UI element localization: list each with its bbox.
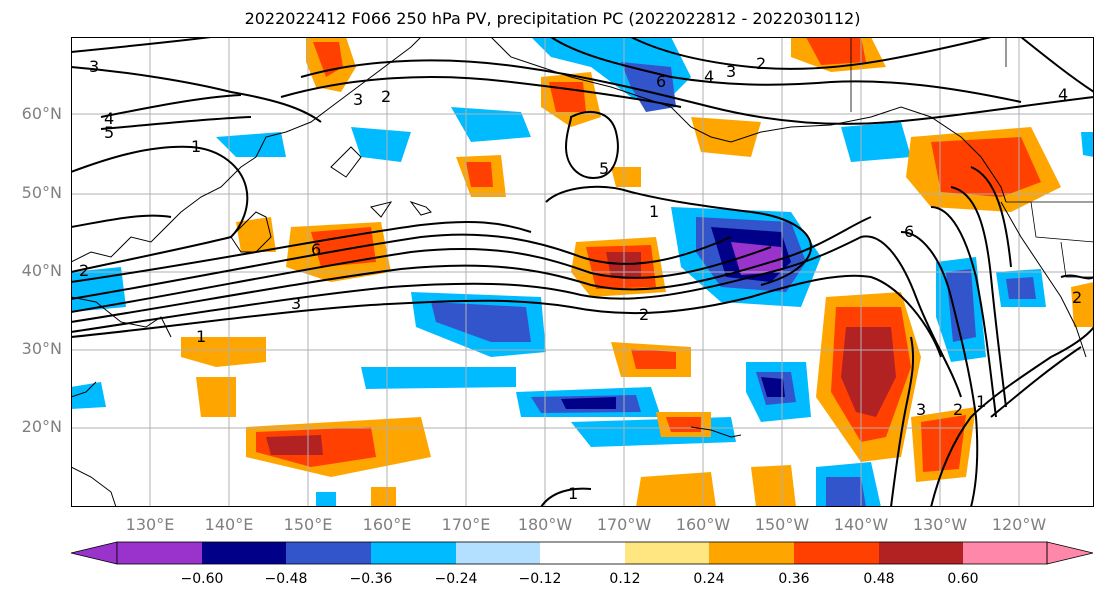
contour-label: 1	[649, 202, 659, 221]
contour-label: 5	[104, 123, 114, 142]
colorbar-tick: 0.36	[778, 571, 810, 587]
lon-label: 120°W	[991, 515, 1047, 534]
contour-label: 6	[656, 72, 666, 91]
contour-label: 1	[191, 137, 201, 156]
contour-label: 3	[916, 400, 926, 419]
lon-label: 160°W	[675, 515, 731, 534]
lon-label: 170°W	[596, 515, 652, 534]
coastlines	[71, 37, 1087, 507]
pv-contours	[71, 37, 1094, 507]
contour-label: 6	[904, 222, 914, 241]
lon-label: 150°W	[754, 515, 810, 534]
contour-label: 2	[381, 87, 391, 106]
contour-label: 6	[311, 240, 321, 259]
colorbar-tick: −0.60	[180, 571, 224, 587]
lat-label: 50°N	[21, 183, 62, 202]
lon-label: 140°E	[204, 515, 254, 534]
contour-label: 4	[1058, 85, 1068, 104]
contour-label: 3	[726, 62, 736, 81]
colorbar-segment	[625, 542, 709, 564]
colorbar-tick: 0.48	[863, 571, 895, 587]
lat-label: 60°N	[21, 104, 62, 123]
contour-label: 4	[104, 109, 114, 128]
lat-label: 20°N	[21, 417, 62, 436]
colorbar-segment	[963, 542, 1047, 564]
colorbar-tick: −0.24	[434, 571, 478, 587]
lat-label: 30°N	[21, 339, 62, 358]
colorbar-segment	[286, 542, 371, 564]
colorbar-segment	[540, 542, 625, 564]
colorbar-segments	[70, 541, 1094, 565]
lat-label: 40°N	[21, 261, 62, 280]
lon-label: 130°W	[912, 515, 968, 534]
contour-labels: 3 4 5 1 6 3 1 3 2 6 5 1 2 3 2 6 2 3 4 1 …	[79, 54, 1082, 503]
colorbar-segment	[371, 542, 456, 564]
colorbar-segment	[202, 542, 286, 564]
colorbar-segment	[879, 542, 963, 564]
lon-label: 180°W	[517, 515, 573, 534]
colorbar-tick: −0.36	[349, 571, 393, 587]
colorbar	[70, 541, 1094, 565]
colorbar-segment	[709, 542, 794, 564]
contour-label: 2	[953, 400, 963, 419]
contour-label: 1	[976, 392, 986, 411]
colorbar-tick: 0.24	[693, 571, 725, 587]
contour-label: 2	[639, 305, 649, 324]
contour-label: 3	[353, 90, 363, 109]
colorbar-arrow-left	[70, 541, 118, 565]
contour-label: 4	[704, 67, 714, 86]
lon-label: 160°E	[362, 515, 412, 534]
colorbar-tick: 0.60	[947, 571, 979, 587]
lon-label: 130°E	[125, 515, 175, 534]
colorbar-segment	[794, 542, 879, 564]
colorbar-arrow-right	[1046, 541, 1094, 565]
colorbar-segment	[117, 542, 202, 564]
lon-label: 140°W	[833, 515, 889, 534]
contour-label: 2	[1072, 288, 1082, 307]
colorbar-segment	[456, 542, 540, 564]
lon-label: 150°E	[283, 515, 333, 534]
colorbar-tick: 0.12	[609, 571, 641, 587]
lon-label: 170°E	[441, 515, 491, 534]
colorbar-frame	[116, 541, 1048, 565]
contour-label: 1	[196, 327, 206, 346]
contour-label: 3	[89, 57, 99, 76]
contour-label: 5	[599, 159, 609, 178]
colorbar-tick: −0.12	[518, 571, 562, 587]
graticule	[71, 37, 1094, 507]
contour-label: 1	[568, 484, 578, 503]
contour-label: 3	[291, 294, 301, 313]
contour-label: 2	[79, 261, 89, 280]
map-title: 2022022412 F066 250 hPa PV, precipitatio…	[244, 9, 861, 28]
map-panel: 3 4 5 1 6 3 1 3 2 6 5 1 2 3 2 6 2 3 4 1 …	[71, 37, 1094, 507]
colorbar-tick: −0.48	[264, 571, 308, 587]
contour-label: 2	[756, 54, 766, 73]
